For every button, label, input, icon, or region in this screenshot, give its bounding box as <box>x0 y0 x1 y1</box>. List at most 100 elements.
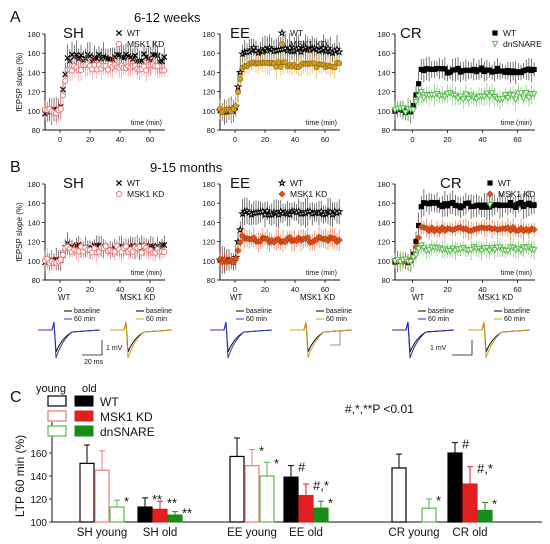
data-point <box>489 69 495 75</box>
y-tick-label: 80 <box>207 276 215 285</box>
significance-mark: # <box>298 460 306 475</box>
data-point <box>526 200 532 206</box>
data-point <box>235 89 241 96</box>
data-point <box>481 202 487 208</box>
x-axis-label: time (min) <box>131 120 162 127</box>
data-point <box>478 247 486 255</box>
data-point <box>460 203 466 209</box>
data-point <box>486 67 493 73</box>
legend-open-swatch <box>47 410 67 422</box>
legend-filled-swatch <box>74 395 94 407</box>
bar <box>313 507 329 523</box>
bar <box>391 467 407 523</box>
data-point <box>455 203 461 209</box>
y-tick-label: 140 <box>30 472 47 483</box>
y-tick-label: 140 <box>27 218 40 227</box>
trace-baseline <box>468 321 531 353</box>
legend-young: young <box>36 383 66 395</box>
data-point <box>444 203 451 209</box>
data-point <box>499 95 507 103</box>
bar <box>167 514 183 523</box>
data-point <box>149 51 157 58</box>
data-point <box>531 202 537 208</box>
data-point <box>517 247 525 255</box>
y-tick-label: 120 <box>202 238 215 247</box>
data-point <box>429 66 435 73</box>
data-point <box>513 204 519 210</box>
trace-baseline <box>290 321 353 353</box>
data-point <box>479 204 485 210</box>
x-tick-label: 0 <box>233 135 237 144</box>
y-tick-label: 120 <box>377 238 390 247</box>
y-tick-label: 100 <box>377 257 390 266</box>
data-point <box>442 66 448 72</box>
data-point <box>237 76 244 82</box>
trace-title: WT <box>412 293 425 302</box>
legend-label: dnSNARE <box>503 39 542 49</box>
data-point <box>402 109 409 117</box>
series-wt <box>392 56 537 124</box>
y-tick-label: 180 <box>27 30 40 39</box>
data-point <box>444 70 451 76</box>
data-point <box>437 202 443 208</box>
significance-mark: * <box>274 456 279 471</box>
legend-label: MSK1 KD <box>127 39 164 49</box>
y-tick-label: 120 <box>202 88 215 97</box>
data-point <box>489 203 495 209</box>
group-label: SH old <box>143 527 178 539</box>
data-point <box>530 225 538 234</box>
data-point <box>523 67 529 73</box>
data-point <box>413 92 419 98</box>
y-tick-label: 160 <box>27 199 40 208</box>
legend-label: MSK1 KD <box>290 189 327 199</box>
x-tick-label: 20 <box>86 135 94 144</box>
data-point <box>143 67 150 74</box>
data-point <box>439 203 445 210</box>
error-bar <box>84 444 90 464</box>
x-tick-label: 40 <box>478 285 486 294</box>
legend-label: dnSNARE <box>100 425 155 439</box>
error-bar <box>426 498 432 509</box>
data-point <box>480 93 488 101</box>
x-tick-label: 40 <box>116 285 124 294</box>
data-point <box>437 66 443 72</box>
legend-label: WT <box>127 28 140 38</box>
data-point <box>434 199 440 206</box>
y-tick-label: 80 <box>32 126 40 135</box>
legend-baseline: baseline <box>428 308 454 315</box>
group-label: EE old <box>289 527 323 539</box>
significance-mark: #,* <box>477 461 493 476</box>
data-point <box>431 66 437 72</box>
y-axis-label: LTP 60 min (%) <box>13 435 27 517</box>
data-point <box>458 205 464 211</box>
data-point <box>520 95 528 103</box>
data-point <box>415 234 423 242</box>
data-point <box>407 259 415 266</box>
bar <box>244 465 260 523</box>
y-tick-label: 120 <box>30 495 47 506</box>
data-point <box>423 200 430 206</box>
data-point <box>523 201 529 208</box>
y-tick-label: 120 <box>27 238 40 247</box>
data-point <box>459 96 467 104</box>
data-point <box>504 94 512 102</box>
significance-mark: ** <box>152 492 162 507</box>
data-point <box>447 69 453 75</box>
data-point <box>421 200 427 206</box>
y-tick-label: 140 <box>202 218 215 227</box>
data-point <box>518 69 524 76</box>
scale-bar <box>452 340 473 356</box>
legend-baseline: baseline <box>146 308 172 315</box>
error-bar <box>172 511 178 516</box>
data-point <box>512 96 520 104</box>
data-point <box>455 65 461 72</box>
y-tick-label: 160 <box>30 449 47 460</box>
group-label: CR old <box>452 527 487 539</box>
data-point <box>528 67 535 74</box>
error-bar <box>396 453 402 468</box>
series-msk1-kd <box>217 50 343 123</box>
data-point <box>334 47 344 56</box>
data-point <box>57 256 64 263</box>
